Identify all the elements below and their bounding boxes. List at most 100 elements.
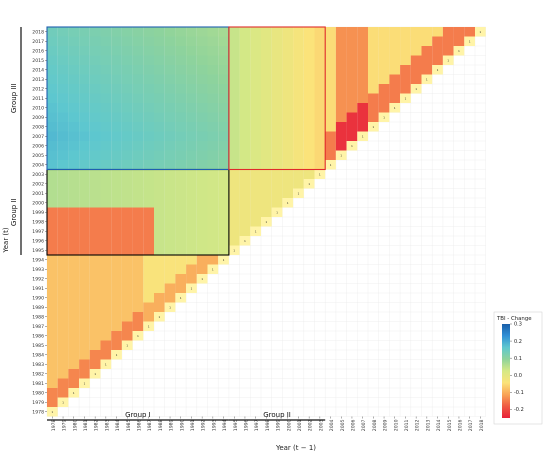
heatmap-cell — [57, 302, 69, 312]
heatmap-cell — [143, 131, 154, 141]
heatmap-cell — [68, 359, 80, 369]
heatmap-cell — [335, 131, 347, 141]
heatmap-cell — [89, 131, 101, 141]
heatmap-cell — [89, 274, 101, 284]
x-tick-label: 1994 — [222, 419, 228, 431]
heatmap-cell — [143, 198, 154, 208]
y-tick-label: 1987 — [32, 324, 44, 330]
heatmap-cell — [111, 274, 122, 284]
heatmap-cell — [357, 131, 368, 141]
heatmap-cell — [250, 74, 261, 84]
heatmap-cell — [218, 198, 229, 208]
heatmap-cell — [121, 179, 133, 189]
heatmap-cell — [207, 55, 219, 65]
heatmap-cell — [47, 55, 58, 65]
heatmap-cell — [400, 55, 411, 65]
heatmap-cell — [143, 27, 154, 37]
heatmap-cell — [132, 283, 144, 293]
heatmap-cell — [239, 198, 251, 208]
heatmap-cell — [57, 131, 69, 141]
heatmap-cell — [228, 65, 240, 75]
heatmap-cell — [228, 93, 240, 103]
heatmap-cell — [100, 207, 112, 217]
heatmap-cell — [314, 122, 326, 132]
heatmap-cell — [250, 103, 261, 113]
heatmap-cell — [47, 321, 58, 331]
x-tick-label: 2001 — [297, 419, 303, 431]
group-label-x: Group II — [263, 411, 291, 419]
heatmap-cell — [186, 245, 197, 255]
heatmap-cell — [164, 112, 176, 122]
heatmap-cell — [47, 293, 58, 303]
heatmap-cell — [100, 264, 112, 274]
heatmap-cell — [47, 36, 58, 46]
heatmap-cell — [68, 312, 80, 322]
legend-tick-label: 0.3 — [514, 322, 522, 328]
heatmap-cell — [207, 122, 219, 132]
x-tick-label: 1993 — [211, 419, 217, 431]
heatmap-cell — [111, 27, 122, 37]
heatmap-cell — [121, 55, 133, 65]
heatmap-cell — [154, 160, 165, 170]
heatmap-cell — [47, 131, 58, 141]
heatmap-cell — [196, 74, 208, 84]
heatmap-cell — [164, 255, 176, 265]
heatmap-cell — [196, 150, 208, 160]
heatmap-cell — [175, 160, 187, 170]
heatmap-cell — [357, 55, 368, 65]
heatmap-cell — [154, 179, 165, 189]
heatmap-cell — [282, 74, 294, 84]
heatmap-cell — [89, 245, 101, 255]
heatmap-cell — [261, 179, 272, 189]
heatmap-cell — [239, 27, 251, 37]
heatmap-cell — [111, 198, 122, 208]
heatmap-cell — [293, 179, 304, 189]
heatmap-cell — [314, 112, 326, 122]
heatmap-cell — [57, 217, 69, 227]
heatmap-cell — [57, 160, 69, 170]
heatmap-cell — [79, 264, 90, 274]
heatmap-cell — [218, 93, 229, 103]
heatmap-cell — [196, 245, 208, 255]
y-tick-label: 1986 — [32, 333, 44, 339]
heatmap-cell — [218, 74, 229, 84]
heatmap-cell — [175, 46, 187, 56]
heatmap-cell — [432, 46, 443, 56]
group-label-y: Group III — [10, 83, 18, 113]
y-tick-label: 2008 — [32, 124, 44, 130]
heatmap-cell — [121, 236, 133, 246]
heatmap-cell — [410, 27, 422, 37]
heatmap-cell — [132, 188, 144, 198]
heatmap-cell — [335, 36, 347, 46]
y-tick-label: 1993 — [32, 267, 44, 273]
heatmap-cell — [207, 141, 219, 151]
heatmap-cell — [335, 74, 347, 84]
heatmap-cell — [121, 36, 133, 46]
heatmap-cell — [132, 236, 144, 246]
heatmap-cell — [68, 331, 80, 341]
y-tick-label: 1991 — [32, 286, 44, 292]
heatmap-cell — [293, 122, 304, 132]
heatmap-cell — [68, 236, 80, 246]
heatmap-cell — [164, 65, 176, 75]
heatmap-cell — [389, 46, 401, 56]
heatmap-cell — [79, 236, 90, 246]
heatmap-cell — [218, 217, 229, 227]
heatmap-cell — [410, 74, 422, 84]
heatmap-cell — [143, 255, 154, 265]
heatmap-cell — [335, 46, 347, 56]
heatmap-cell — [228, 74, 240, 84]
heatmap-cell — [271, 122, 283, 132]
heatmap-cell — [346, 93, 358, 103]
heatmap-cell — [282, 188, 294, 198]
heatmap-cell — [143, 226, 154, 236]
heatmap-cell — [207, 131, 219, 141]
heatmap-cell — [186, 188, 197, 198]
heatmap-cell — [303, 55, 315, 65]
heatmap-cell — [314, 169, 326, 179]
heatmap-cell — [464, 36, 475, 46]
heatmap-cell — [154, 312, 165, 322]
heatmap-cell — [154, 245, 165, 255]
heatmap-cell — [57, 84, 69, 94]
